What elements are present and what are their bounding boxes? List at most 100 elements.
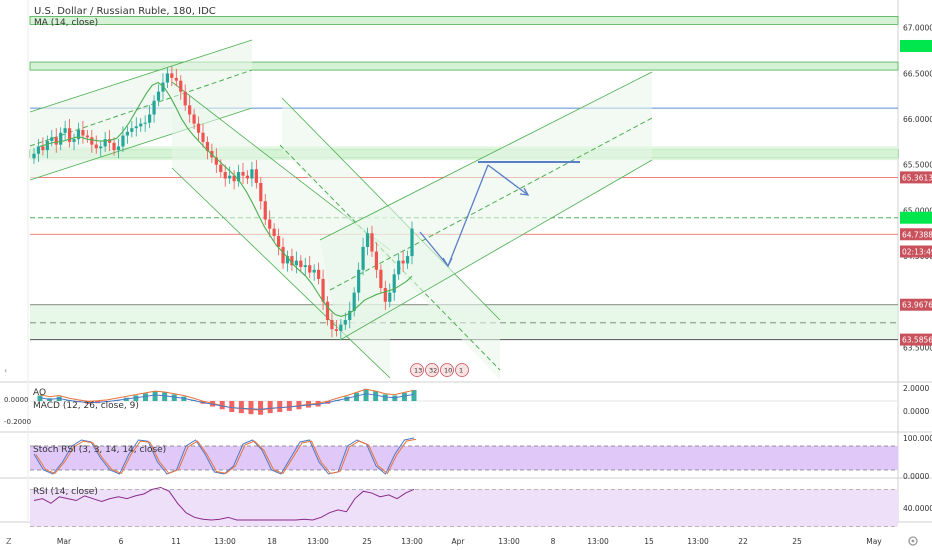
settings-gear-icon[interactable] (908, 536, 918, 546)
ao-bar (277, 401, 283, 412)
range-zone (30, 146, 898, 161)
candle-body (36, 146, 41, 154)
channel-line (319, 71, 653, 241)
price-label: 65.3613 (902, 173, 932, 182)
chart-title: U.S. Dollar / Russian Ruble, 180, IDC (34, 6, 216, 17)
candle-body (63, 128, 67, 133)
ma-legend: MA (14, close) (34, 18, 98, 28)
price-label-box (900, 39, 932, 52)
trend-channels (29, 39, 653, 380)
event-badge-count: 10 (444, 367, 452, 375)
ao-bar (258, 401, 264, 415)
candle-body (348, 310, 352, 321)
candle-body (134, 126, 138, 129)
event-badge-count: 32 (429, 367, 437, 375)
price-tick: 65.5000 (903, 161, 932, 170)
indicator-panes (30, 388, 898, 528)
candle-body (236, 172, 241, 182)
candle-body (54, 137, 58, 145)
price-label-box (900, 333, 932, 346)
candle-body (285, 256, 290, 264)
time-label: 13:00 (214, 537, 236, 546)
event-badge (425, 363, 439, 377)
candle-body (130, 128, 134, 132)
support-zone (29, 15, 899, 25)
candle-body (108, 139, 112, 143)
ao-bar (248, 401, 254, 415)
stoch-d (35, 438, 417, 475)
rsi-legend: RSI (14, close) (33, 487, 98, 497)
ao-bar (373, 391, 379, 401)
candles (32, 66, 414, 340)
candle-body (214, 157, 218, 165)
candle-body (103, 139, 107, 147)
time-label: 8 (551, 537, 556, 546)
ao-bar (363, 388, 369, 401)
channel-line (29, 39, 253, 113)
candle-body (121, 135, 125, 147)
candle-body (196, 123, 201, 133)
candle-body (397, 260, 401, 275)
channel-fill (320, 72, 652, 340)
price-label: 63.5856 (902, 336, 932, 345)
price-label: 64.7388 (902, 230, 932, 239)
ao-bar (171, 394, 177, 401)
candle-body (67, 128, 72, 142)
channel-fill (30, 40, 252, 180)
candle-body (76, 130, 81, 140)
candle-body (72, 139, 76, 142)
channel-mid (279, 144, 501, 371)
candle-body (228, 175, 232, 179)
channel-mid (29, 69, 253, 147)
rsi-tick: 40.0000 (903, 504, 932, 513)
stoch-tick: 0.0000 (903, 472, 929, 481)
time-label: 25 (362, 537, 372, 546)
time-label: 6 (119, 537, 124, 546)
candle-body (392, 274, 396, 293)
ao-right-tick: 2.0000 (903, 384, 929, 393)
price-tick: 66.5000 (903, 69, 932, 78)
candle-body (205, 141, 210, 152)
price-label: 63.9676 (902, 301, 932, 310)
candle-body (90, 137, 94, 145)
candle-body (32, 153, 36, 159)
candle-body (245, 175, 250, 179)
ao-bar (401, 392, 407, 401)
price-label-box (900, 245, 932, 258)
channel-line (339, 159, 653, 341)
candle-body (112, 142, 116, 151)
timezone-z[interactable]: Z (6, 537, 12, 546)
candle-body (410, 228, 414, 257)
candle-body (334, 329, 338, 331)
candle-body (59, 132, 63, 145)
candle-body (45, 140, 49, 151)
ao-left-tick: -0.2000 (4, 418, 31, 426)
price-label-box (900, 228, 932, 241)
candle-body (192, 114, 196, 124)
candle-body (170, 73, 174, 78)
time-label: 13:00 (307, 537, 329, 546)
price-label-box (900, 211, 932, 224)
price-tick: 67.0000 (903, 24, 932, 33)
stoch-band (30, 446, 898, 470)
candle-body (317, 269, 321, 279)
candle-body (148, 114, 152, 123)
ao-bar (37, 395, 43, 401)
price-label: 02:13:49 (902, 248, 932, 257)
candle-body (250, 169, 254, 179)
candle-body (223, 172, 227, 179)
candle-body (219, 164, 223, 173)
pane-collapse-icon[interactable]: ‹ (4, 366, 7, 375)
channel-mid (329, 117, 653, 291)
axes: 67.000066.500066.000065.500065.000064.50… (4, 24, 932, 546)
candle-body (41, 146, 45, 151)
event-badge (455, 363, 469, 377)
candle-body (125, 131, 129, 136)
forecast-arrows: 13 32 10 1 (410, 161, 580, 377)
stoch-k (33, 437, 415, 475)
candle-body (232, 175, 236, 182)
ao-bar (142, 393, 148, 401)
time-label: 25 (792, 537, 802, 546)
macd-legend: MACD (12, 26, close, 9) (33, 401, 139, 411)
